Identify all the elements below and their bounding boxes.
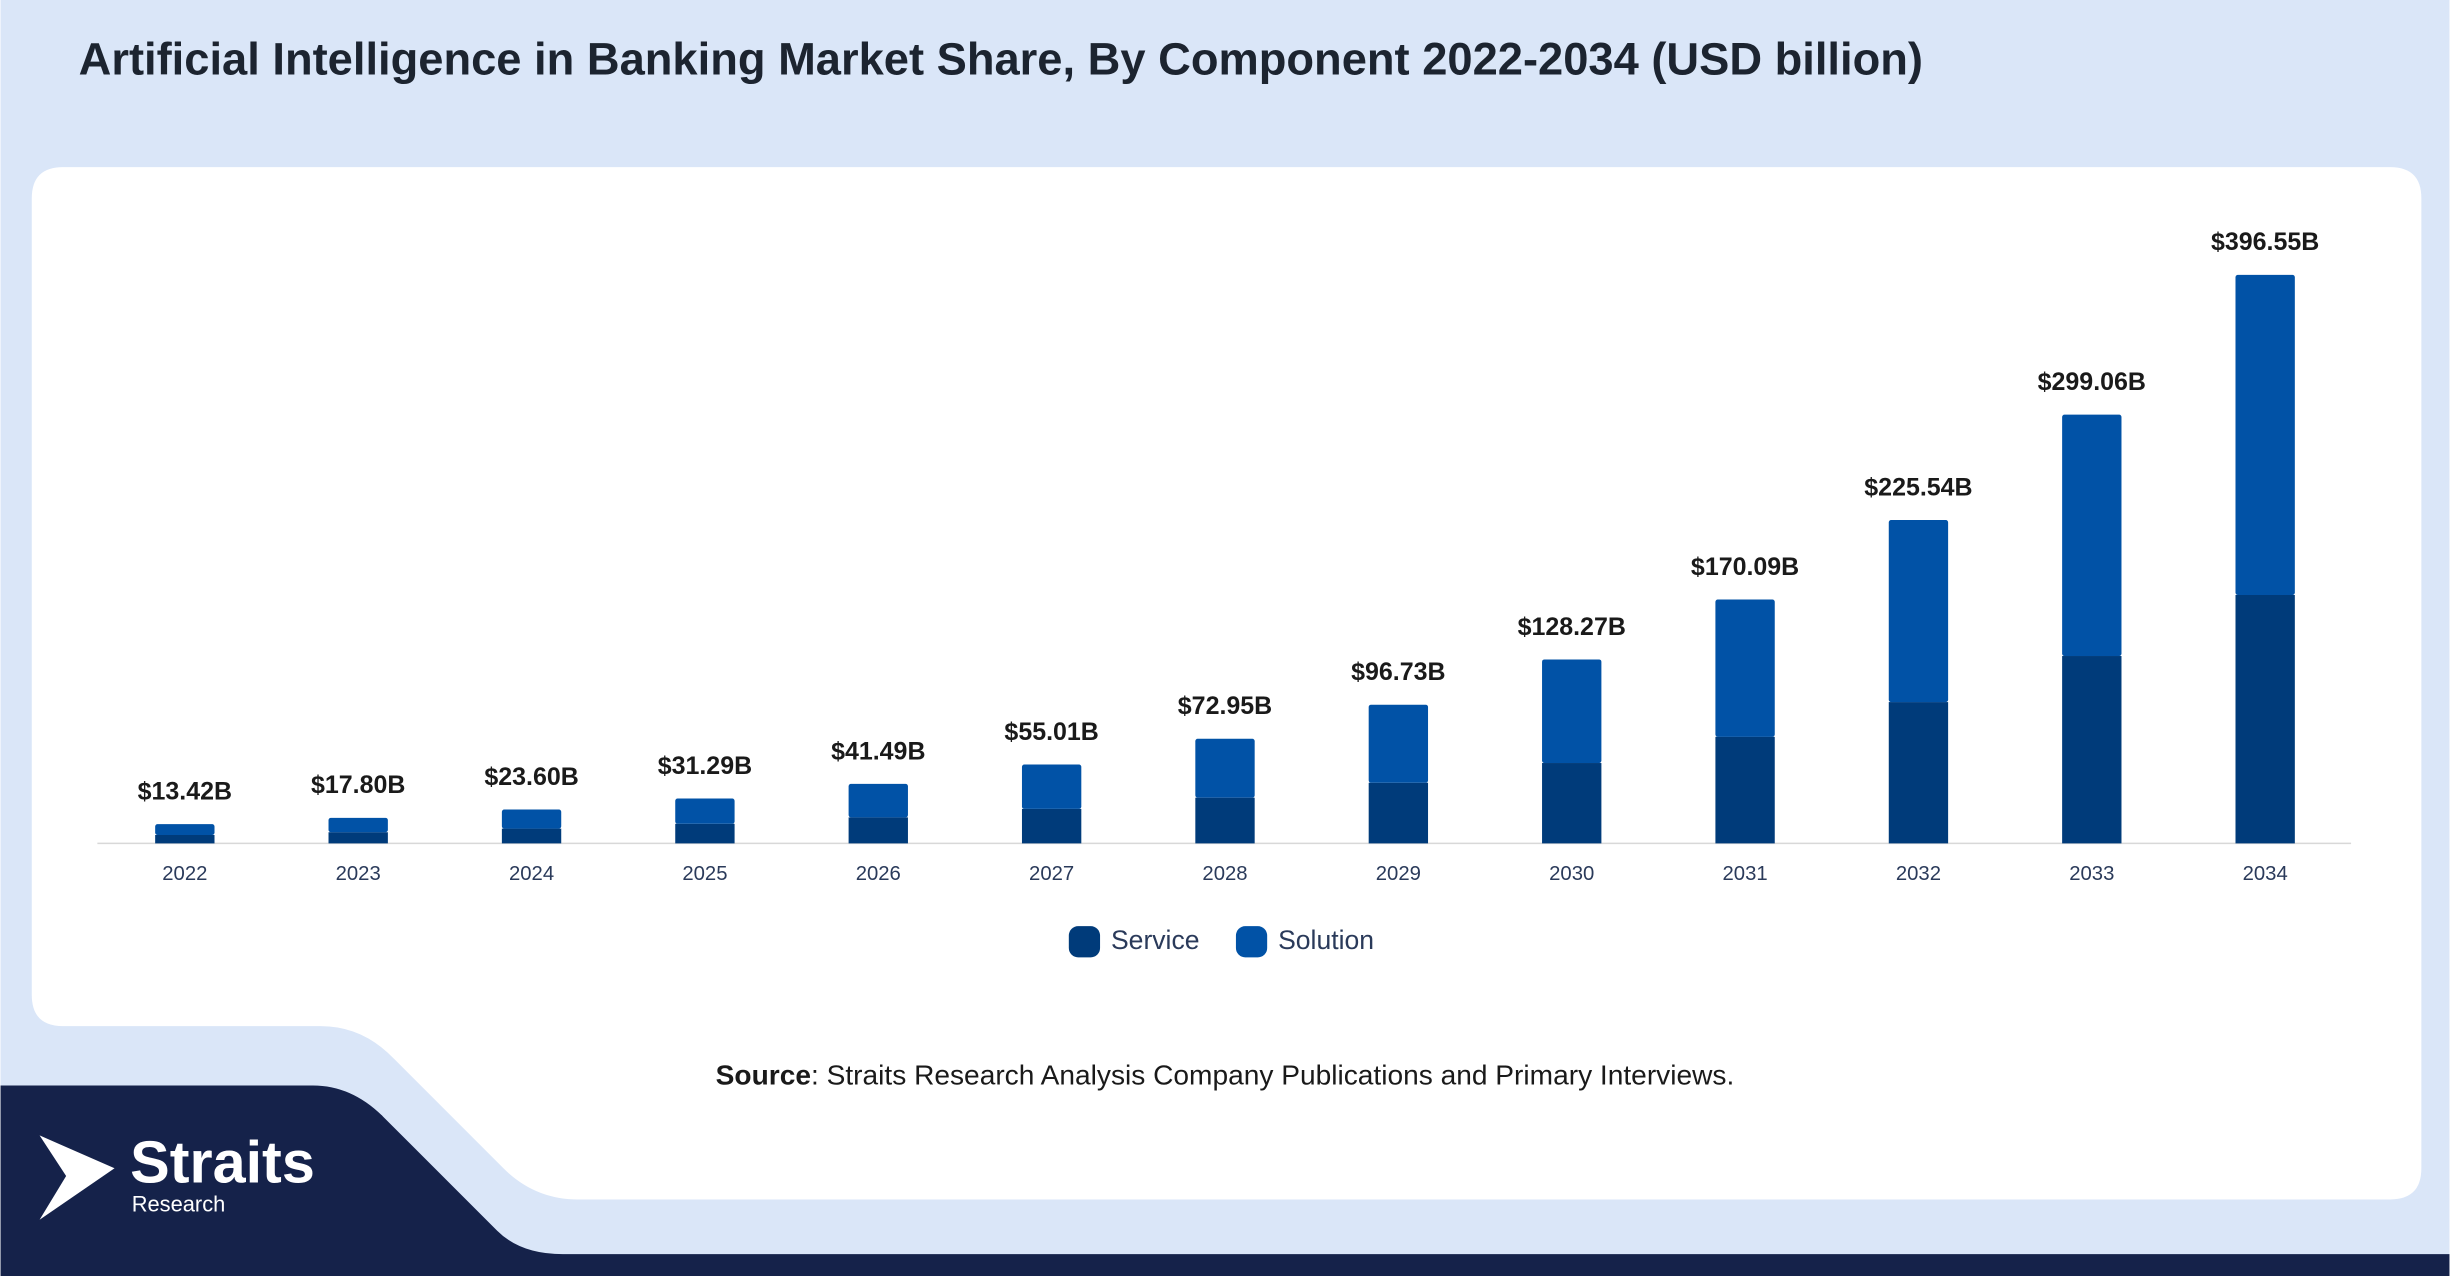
bar-segment xyxy=(848,783,908,818)
total-label: $396.55B xyxy=(2211,228,2319,256)
total-label: $96.73B xyxy=(1351,658,1445,686)
total-label: $225.54B xyxy=(1864,473,1972,501)
bar-segment xyxy=(1542,763,1602,844)
bar-segment xyxy=(501,809,562,829)
bar-segment xyxy=(848,817,908,844)
x-tick-label: 2025 xyxy=(682,863,727,885)
total-label: $128.27B xyxy=(1518,613,1626,641)
x-tick-label: 2023 xyxy=(336,863,381,885)
x-tick-label: 2034 xyxy=(2243,863,2288,885)
x-tick-label: 2024 xyxy=(509,863,554,885)
source-label: Source xyxy=(716,1060,811,1091)
logo-subtitle: Research xyxy=(132,1191,226,1216)
source: Source: Straits Research Analysis Compan… xyxy=(716,1060,1735,1091)
logo-name: Straits xyxy=(130,1128,315,1195)
x-tick-label: 2032 xyxy=(1896,863,1941,885)
bar-segment xyxy=(1195,797,1255,844)
bar-segment xyxy=(1195,738,1255,798)
x-tick-label: 2022 xyxy=(162,863,207,885)
bar-segment xyxy=(1368,782,1429,844)
x-tick-label: 2031 xyxy=(1723,863,1768,885)
bar-segment xyxy=(1715,736,1775,844)
bar-segment xyxy=(2062,414,2122,657)
bar-segment xyxy=(2062,656,2122,844)
total-label: $41.49B xyxy=(831,737,925,765)
bar-segment xyxy=(1021,764,1082,809)
total-label: $72.95B xyxy=(1178,692,1272,720)
bar-segment xyxy=(2235,274,2295,595)
bar-segment xyxy=(155,824,215,835)
bar-segment xyxy=(328,817,388,833)
total-label: $17.80B xyxy=(311,771,405,799)
bar-segment xyxy=(1715,599,1775,737)
total-label: $55.01B xyxy=(1004,718,1098,746)
footer-band xyxy=(0,1085,2450,1276)
x-tick-label: 2026 xyxy=(856,863,901,885)
total-label: $23.60B xyxy=(484,763,578,791)
bar-segment xyxy=(2235,594,2295,844)
x-tick-label: 2027 xyxy=(1029,863,1074,885)
legend-label: Service xyxy=(1111,925,1200,955)
source-text: : Straits Research Analysis Company Publ… xyxy=(811,1060,1734,1091)
bar-segment xyxy=(675,798,735,824)
x-tick-label: 2033 xyxy=(2069,863,2114,885)
logo-icon xyxy=(39,1135,115,1220)
total-label: $299.06B xyxy=(2038,368,2146,396)
bar-segment xyxy=(1888,702,1949,844)
bar-segment xyxy=(1542,659,1602,764)
x-tick-label: 2029 xyxy=(1376,863,1421,885)
total-label: $13.42B xyxy=(138,777,232,805)
legend-label: Solution xyxy=(1278,925,1374,955)
chart-title: Artificial Intelligence in Banking Marke… xyxy=(79,33,1923,84)
legend-swatch xyxy=(1068,926,1101,958)
total-label: $31.29B xyxy=(658,752,752,780)
card xyxy=(31,167,2422,1200)
legend-swatch xyxy=(1235,926,1268,958)
bar-segment xyxy=(1888,520,1949,703)
bar-segment xyxy=(1368,704,1429,783)
bar-segment xyxy=(675,823,735,844)
bar-segment xyxy=(1021,808,1082,844)
bar-segment xyxy=(501,828,562,844)
x-tick-label: 2028 xyxy=(1202,863,1247,885)
x-tick-label: 2030 xyxy=(1549,863,1594,885)
total-label: $170.09B xyxy=(1691,553,1799,581)
bar-segment xyxy=(155,834,215,844)
bar-segment xyxy=(328,832,388,844)
